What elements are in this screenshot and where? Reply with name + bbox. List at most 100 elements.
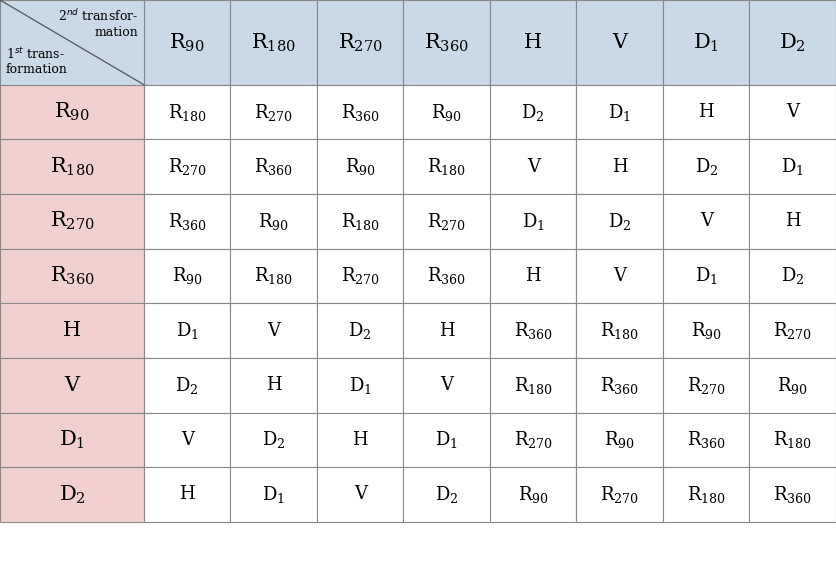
Bar: [231, 249, 317, 303]
Text: V: V: [612, 33, 627, 52]
Bar: [490, 85, 577, 140]
Bar: [144, 467, 231, 522]
Text: $\mathregular{R_{360}}$: $\mathregular{R_{360}}$: [49, 265, 94, 287]
Text: $\mathregular{R_{90}}$: $\mathregular{R_{90}}$: [431, 102, 462, 123]
Text: V: V: [181, 431, 194, 449]
Text: $\mathregular{R_{270}}$: $\mathregular{R_{270}}$: [514, 429, 553, 450]
Bar: [663, 249, 750, 303]
Bar: [577, 140, 663, 194]
Text: H: H: [439, 322, 455, 340]
Bar: [231, 303, 317, 358]
Bar: [144, 303, 231, 358]
Bar: [490, 303, 577, 358]
Text: 2$^{nd}$ transfor-
mation: 2$^{nd}$ transfor- mation: [59, 8, 139, 39]
Text: $\mathregular{R_{180}}$: $\mathregular{R_{180}}$: [254, 265, 293, 286]
Bar: [577, 194, 663, 249]
Bar: [144, 358, 231, 413]
Text: $\mathregular{D_{2}}$: $\mathregular{D_{2}}$: [435, 484, 458, 505]
Bar: [317, 358, 404, 413]
Text: V: V: [786, 103, 799, 121]
Bar: [577, 85, 663, 140]
Text: V: V: [268, 322, 280, 340]
Text: $\mathregular{D_{2}}$: $\mathregular{D_{2}}$: [608, 211, 631, 232]
Bar: [404, 85, 490, 140]
Bar: [750, 0, 836, 85]
Text: $\mathregular{D_{2}}$: $\mathregular{D_{2}}$: [349, 320, 372, 341]
Bar: [144, 0, 231, 85]
Text: $\mathregular{R_{180}}$: $\mathregular{R_{180}}$: [773, 429, 813, 450]
Bar: [404, 0, 490, 85]
Text: V: V: [700, 212, 713, 230]
Text: H: H: [266, 376, 282, 394]
Text: $\mathregular{R_{270}}$: $\mathregular{R_{270}}$: [686, 375, 726, 396]
Text: H: H: [524, 33, 543, 52]
Text: $\mathregular{R_{90}}$: $\mathregular{R_{90}}$: [258, 211, 289, 232]
Text: $\mathregular{R_{90}}$: $\mathregular{R_{90}}$: [517, 484, 548, 505]
Bar: [404, 303, 490, 358]
Text: $\mathregular{R_{180}}$: $\mathregular{R_{180}}$: [49, 156, 94, 178]
Bar: [750, 467, 836, 522]
Bar: [317, 140, 404, 194]
Text: $\mathregular{D_{2}}$: $\mathregular{D_{2}}$: [176, 375, 199, 396]
Text: $\mathregular{R_{360}}$: $\mathregular{R_{360}}$: [425, 31, 469, 53]
Text: $\mathregular{R_{180}}$: $\mathregular{R_{180}}$: [341, 211, 380, 232]
Text: V: V: [527, 158, 540, 176]
Bar: [0, 249, 144, 303]
Text: $\mathregular{R_{360}}$: $\mathregular{R_{360}}$: [427, 265, 466, 286]
Bar: [750, 140, 836, 194]
Text: V: V: [354, 485, 367, 504]
Bar: [231, 85, 317, 140]
Bar: [0, 467, 144, 522]
Bar: [144, 413, 231, 467]
Text: $\mathregular{R_{90}}$: $\mathregular{R_{90}}$: [171, 265, 202, 286]
Text: $\mathregular{R_{270}}$: $\mathregular{R_{270}}$: [600, 484, 640, 505]
Bar: [317, 0, 404, 85]
Text: $\mathregular{D_{1}}$: $\mathregular{D_{1}}$: [522, 211, 545, 232]
Bar: [663, 358, 750, 413]
Text: H: H: [353, 431, 368, 449]
Bar: [490, 249, 577, 303]
Text: $\mathregular{R_{360}}$: $\mathregular{R_{360}}$: [168, 211, 206, 232]
Text: $\mathregular{D_{1}}$: $\mathregular{D_{1}}$: [176, 320, 199, 341]
Text: $\mathregular{R_{180}}$: $\mathregular{R_{180}}$: [252, 31, 296, 53]
Bar: [317, 194, 404, 249]
Bar: [0, 358, 144, 413]
Bar: [663, 194, 750, 249]
Bar: [317, 85, 404, 140]
Bar: [317, 413, 404, 467]
Bar: [404, 413, 490, 467]
Text: H: H: [63, 321, 81, 340]
Bar: [317, 467, 404, 522]
Text: $\mathregular{D_{2}}$: $\mathregular{D_{2}}$: [779, 31, 806, 53]
Text: $\mathregular{D_{2}}$: $\mathregular{D_{2}}$: [522, 102, 545, 123]
Text: V: V: [441, 376, 453, 394]
Bar: [0, 0, 144, 85]
Text: $\mathregular{R_{90}}$: $\mathregular{R_{90}}$: [777, 375, 808, 396]
Bar: [663, 0, 750, 85]
Text: $\mathregular{D_{1}}$: $\mathregular{D_{1}}$: [693, 31, 719, 53]
Text: $\mathregular{D_{2}}$: $\mathregular{D_{2}}$: [59, 483, 85, 505]
Bar: [750, 249, 836, 303]
Bar: [750, 194, 836, 249]
Text: $\mathregular{R_{90}}$: $\mathregular{R_{90}}$: [54, 101, 89, 123]
Bar: [663, 140, 750, 194]
Bar: [144, 249, 231, 303]
Bar: [404, 140, 490, 194]
Text: $\mathregular{R_{270}}$: $\mathregular{R_{270}}$: [338, 31, 383, 53]
Bar: [490, 194, 577, 249]
Text: $\mathregular{R_{180}}$: $\mathregular{R_{180}}$: [514, 375, 553, 396]
Bar: [750, 413, 836, 467]
Bar: [490, 467, 577, 522]
Text: $\mathregular{D_{1}}$: $\mathregular{D_{1}}$: [263, 484, 285, 505]
Text: $\mathregular{D_{1}}$: $\mathregular{D_{1}}$: [436, 429, 458, 450]
Bar: [750, 303, 836, 358]
Text: $\mathregular{R_{360}}$: $\mathregular{R_{360}}$: [686, 429, 726, 450]
Text: $\mathregular{D_{1}}$: $\mathregular{D_{1}}$: [782, 156, 804, 177]
Text: 1$^{st}$ trans-
formation: 1$^{st}$ trans- formation: [6, 46, 68, 76]
Text: $\mathregular{R_{270}}$: $\mathregular{R_{270}}$: [427, 211, 466, 232]
Text: $\mathregular{R_{180}}$: $\mathregular{R_{180}}$: [600, 320, 640, 341]
Text: V: V: [614, 267, 626, 285]
Text: $\mathregular{R_{270}}$: $\mathregular{R_{270}}$: [254, 102, 293, 123]
Bar: [144, 194, 231, 249]
Text: $\mathregular{R_{270}}$: $\mathregular{R_{270}}$: [341, 265, 380, 286]
